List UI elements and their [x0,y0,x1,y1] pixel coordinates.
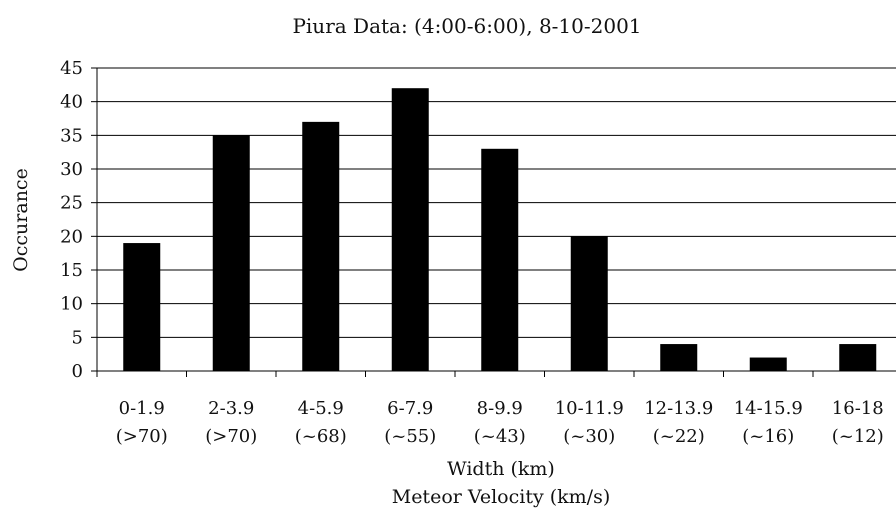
x-tick-label: 12-13.9 [644,398,713,419]
bar [660,344,698,371]
x-tick-label: 2-3.9 [208,398,254,419]
x-tick-labels: 0-1.9 (>70) 2-3.9 (>70) 4-5.9 (~68) 6-7.9 (~55)… [116,398,884,447]
x-tick-sublabel: (~68) [295,426,347,447]
x-tick-label: 4-5.9 [298,398,344,419]
x-tick-sublabel: (~22) [653,426,705,447]
bar [212,135,250,371]
x-tick-sublabel: (~12) [832,426,884,447]
x-tick-sublabel: (~30) [563,426,615,447]
y-tick-label: 35 [60,125,83,146]
y-tick-label: 0 [72,361,83,382]
y-tick-label: 45 [60,58,83,79]
y-tick-label: 30 [60,159,83,180]
axes [91,67,896,377]
bar [749,357,787,371]
y-tick-label: 25 [60,193,83,214]
x-tick-sublabel: (~43) [474,426,526,447]
x-axis-label-secondary: Meteor Velocity (km/s) [392,486,611,508]
x-axis-label: Width (km) [447,458,555,480]
x-tick-label: 10-11.9 [555,398,624,419]
bars [123,88,877,371]
x-tick-label: 14-15.9 [734,398,803,419]
y-tick-label: 10 [60,294,83,315]
bar [302,121,340,371]
x-tick-label: 8-9.9 [477,398,523,419]
x-tick-sublabel: (~16) [742,426,794,447]
y-tick-label: 5 [72,327,83,348]
x-tick-sublabel: (~55) [384,426,436,447]
y-axis-label: Occurance [10,168,32,272]
y-tick-labels: 0 5 10 15 20 25 30 35 40 45 [60,58,83,382]
y-tick-label: 15 [60,260,83,281]
x-tick-label: 6-7.9 [387,398,433,419]
bar [481,148,519,371]
chart-title: Piura Data: (4:00-6:00), 8-10-2001 [292,14,641,38]
bar [839,344,877,371]
x-tick-sublabel: (>70) [116,426,168,447]
bar [123,243,161,371]
y-tick-label: 20 [60,226,83,247]
y-tick-label: 40 [60,92,83,113]
x-tick-label: 0-1.9 [119,398,165,419]
x-tick-sublabel: (>70) [205,426,257,447]
x-tick-label: 16-18 [832,398,884,419]
bar [570,236,608,371]
bar [391,88,429,371]
